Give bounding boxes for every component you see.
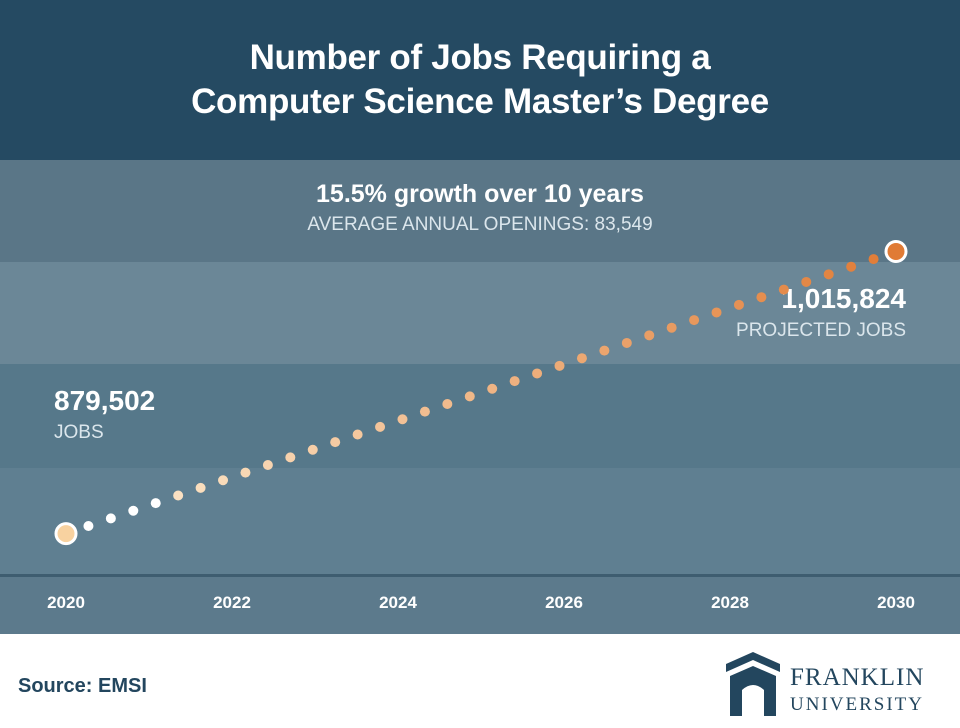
- trend-dot: [330, 437, 341, 448]
- trend-dot: [823, 269, 834, 280]
- trend-dot: [262, 459, 273, 470]
- trend-dot: [352, 429, 363, 440]
- trend-dot: [509, 376, 520, 387]
- trend-dot: [846, 261, 857, 272]
- chart-header: Number of Jobs Requiring a Computer Scie…: [0, 0, 960, 160]
- trend-dot: [442, 398, 453, 409]
- trend-dot: [487, 383, 498, 394]
- trend-dot: [532, 368, 543, 379]
- start-value-label: 879,502 JOBS: [54, 385, 155, 445]
- trend-dot: [733, 299, 744, 310]
- trend-dot: [105, 513, 116, 524]
- trend-dot: [195, 482, 206, 493]
- start-point-marker: [54, 522, 78, 546]
- growth-headline: 15.5% growth over 10 years: [316, 180, 644, 208]
- x-tick-label: 2022: [213, 593, 251, 612]
- trend-dot: [576, 353, 587, 364]
- trend-dot: [375, 421, 386, 432]
- franklin-shield-icon: [726, 652, 780, 716]
- trend-dot: [128, 505, 139, 516]
- trend-dot: [621, 337, 632, 348]
- end-caption: PROJECTED JOBS: [736, 320, 906, 341]
- x-tick-label: 2026: [545, 593, 583, 612]
- footer: [0, 634, 960, 728]
- band-middle: [0, 364, 960, 468]
- end-point-marker: [884, 239, 908, 263]
- trend-dot: [801, 276, 812, 287]
- trend-dot: [868, 254, 879, 265]
- trend-dot: [397, 414, 408, 425]
- trend-dot: [599, 345, 610, 356]
- franklin-university-logo: FRANKLIN UNIVERSITY: [722, 650, 952, 722]
- start-caption: JOBS: [54, 422, 104, 443]
- dotted-growth-line: [54, 239, 908, 546]
- x-tick-label: 2020: [47, 593, 85, 612]
- x-tick-label: 2030: [877, 593, 915, 612]
- trend-dot: [307, 444, 318, 455]
- trend-dot: [419, 406, 430, 417]
- band-lower: [0, 468, 960, 574]
- x-tick-label: 2024: [379, 593, 417, 612]
- x-axis-bar: [0, 574, 960, 634]
- trend-dot: [218, 475, 229, 486]
- chart-title-line-1: Number of Jobs Requiring a: [249, 38, 711, 77]
- trend-dot: [689, 315, 700, 326]
- trend-dot: [756, 292, 767, 303]
- trend-dot: [240, 467, 251, 478]
- start-value: 879,502: [54, 385, 156, 416]
- annual-openings: AVERAGE ANNUAL OPENINGS: 83,549: [307, 214, 653, 235]
- trend-dot: [711, 307, 722, 318]
- stats-block: 15.5% growth over 10 years AVERAGE ANNUA…: [0, 160, 960, 262]
- trend-dot: [464, 391, 475, 402]
- source-note: Source: EMSI: [18, 675, 147, 697]
- logo-word-1: FRANKLIN: [790, 664, 925, 691]
- trend-dot: [173, 490, 184, 501]
- chart-title-line-2: Computer Science Master’s Degree: [191, 82, 769, 121]
- trend-dot: [666, 322, 677, 333]
- band-upper: [0, 262, 960, 364]
- trend-dot: [83, 521, 94, 532]
- trend-dot: [150, 498, 161, 509]
- x-tick-label: 2028: [711, 593, 749, 612]
- band-stats: [0, 160, 960, 262]
- trend-dot: [285, 452, 296, 463]
- end-value-label: 1,015,824 PROJECTED JOBS: [736, 283, 906, 343]
- end-value: 1,015,824: [781, 283, 906, 314]
- trend-dot: [778, 284, 789, 295]
- trend-dot: [644, 330, 655, 341]
- logo-word-2: UNIVERSITY: [790, 694, 924, 715]
- trend-dot: [554, 360, 565, 371]
